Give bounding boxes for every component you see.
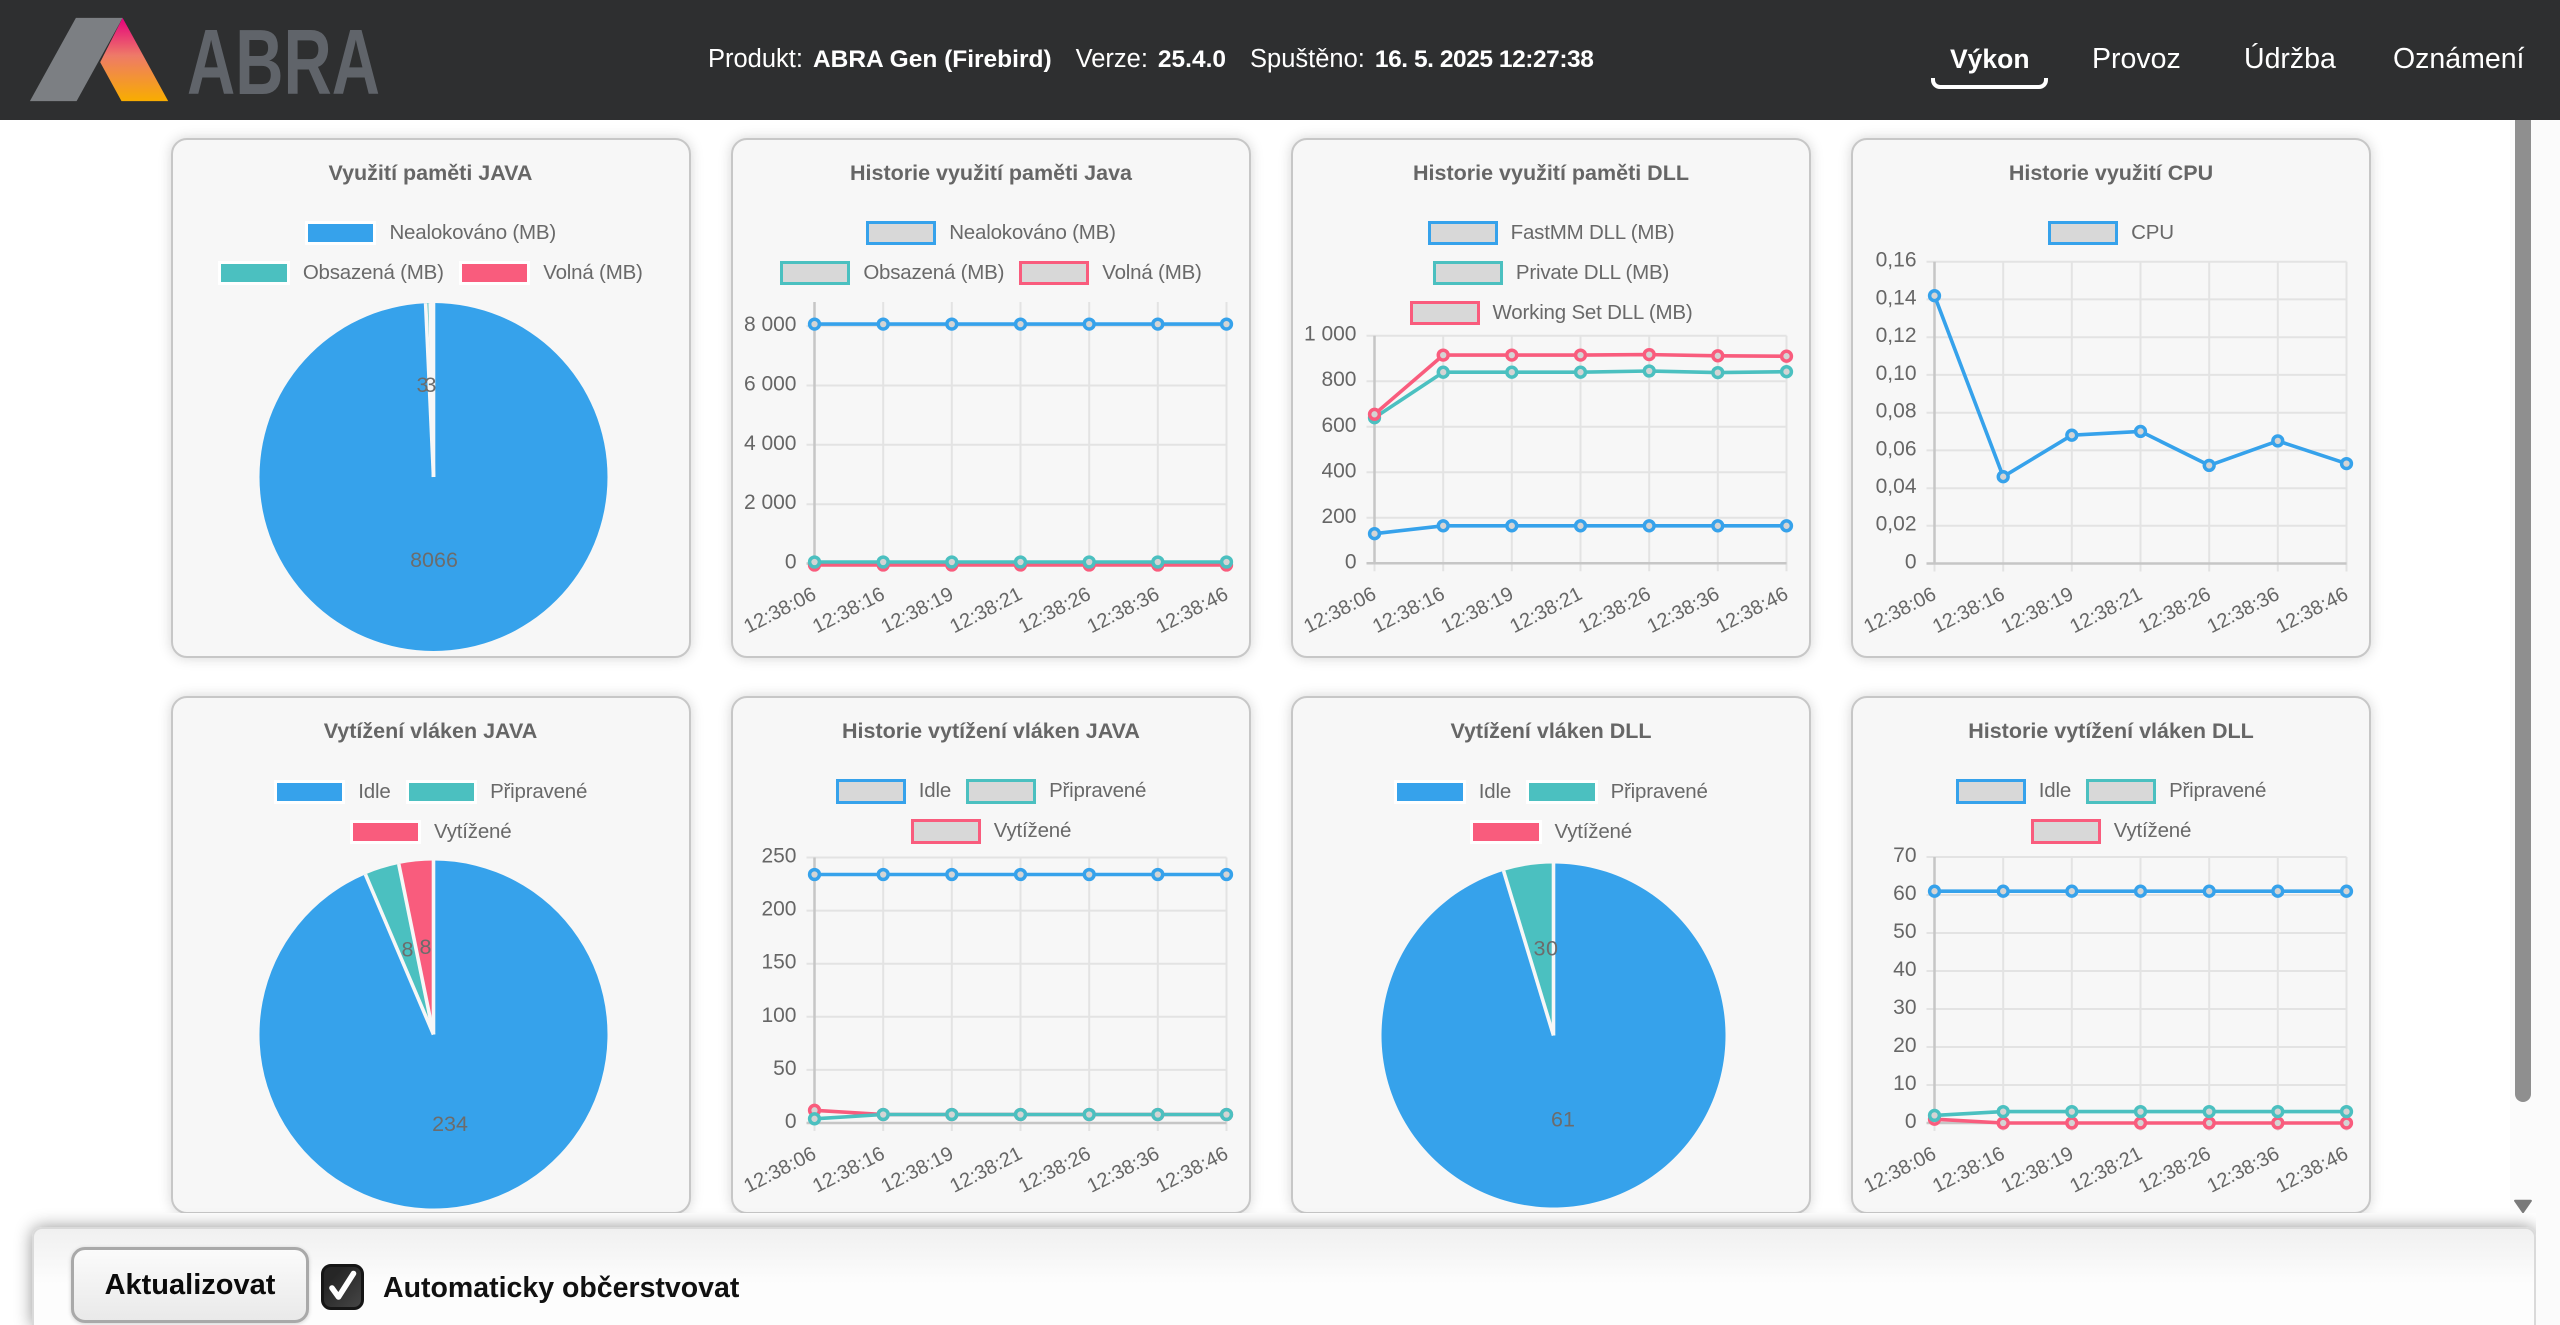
svg-text:0: 0 xyxy=(1905,550,1917,573)
svg-text:12:38:26: 12:38:26 xyxy=(1015,1143,1094,1198)
svg-text:12:38:21: 12:38:21 xyxy=(2066,1143,2145,1198)
svg-text:800: 800 xyxy=(1321,368,1356,391)
svg-text:8: 8 xyxy=(401,938,413,962)
svg-text:12:38:26: 12:38:26 xyxy=(1575,582,1654,637)
svg-text:12:38:16: 12:38:16 xyxy=(1929,583,2008,638)
svg-text:61: 61 xyxy=(1551,1108,1575,1132)
svg-text:12:38:06: 12:38:06 xyxy=(1860,1143,1939,1198)
svg-text:12:38:36: 12:38:36 xyxy=(1644,582,1723,637)
svg-text:12:38:19: 12:38:19 xyxy=(1998,583,2077,638)
svg-text:234: 234 xyxy=(432,1112,468,1136)
svg-text:12:38:21: 12:38:21 xyxy=(1506,582,1585,637)
svg-text:8066: 8066 xyxy=(410,548,458,572)
svg-text:12:38:06: 12:38:06 xyxy=(1860,583,1939,638)
svg-text:12:38:46: 12:38:46 xyxy=(2272,583,2351,638)
svg-text:12:38:06: 12:38:06 xyxy=(740,583,819,638)
svg-text:0: 0 xyxy=(1546,937,1558,961)
svg-text:3: 3 xyxy=(416,373,428,397)
svg-text:600: 600 xyxy=(1321,413,1356,436)
svg-text:12:38:06: 12:38:06 xyxy=(740,1143,819,1198)
svg-text:0,16: 0,16 xyxy=(1876,248,1917,271)
svg-text:12:38:36: 12:38:36 xyxy=(1084,1143,1163,1198)
svg-text:150: 150 xyxy=(761,951,796,974)
svg-text:12:38:19: 12:38:19 xyxy=(1998,1143,2077,1198)
svg-text:100: 100 xyxy=(761,1004,796,1027)
svg-text:8 000: 8 000 xyxy=(744,313,797,336)
svg-text:1 000: 1 000 xyxy=(1304,322,1357,345)
svg-text:2 000: 2 000 xyxy=(744,491,797,514)
svg-text:12:38:46: 12:38:46 xyxy=(2272,1143,2351,1198)
svg-text:50: 50 xyxy=(1893,920,1916,943)
svg-text:12:38:26: 12:38:26 xyxy=(2135,1143,2214,1198)
svg-text:12:38:46: 12:38:46 xyxy=(1152,583,1231,638)
svg-text:12:38:21: 12:38:21 xyxy=(2066,583,2145,638)
svg-text:70: 70 xyxy=(1893,844,1916,867)
svg-text:12:38:26: 12:38:26 xyxy=(2135,583,2214,638)
svg-text:4 000: 4 000 xyxy=(744,431,797,454)
svg-text:12:38:19: 12:38:19 xyxy=(878,1143,957,1198)
svg-text:0: 0 xyxy=(785,550,797,573)
svg-text:0: 0 xyxy=(1905,1110,1917,1133)
svg-text:12:38:06: 12:38:06 xyxy=(1300,582,1379,637)
svg-text:12:38:21: 12:38:21 xyxy=(946,583,1025,638)
svg-text:400: 400 xyxy=(1321,459,1356,482)
svg-text:0,04: 0,04 xyxy=(1876,475,1917,498)
svg-text:3: 3 xyxy=(1534,937,1546,961)
svg-text:12:38:21: 12:38:21 xyxy=(946,1143,1025,1198)
svg-text:0,14: 0,14 xyxy=(1876,286,1917,309)
svg-text:12:38:19: 12:38:19 xyxy=(1438,582,1517,637)
svg-text:12:38:19: 12:38:19 xyxy=(878,583,957,638)
svg-text:12:38:16: 12:38:16 xyxy=(809,583,888,638)
svg-text:0: 0 xyxy=(1345,550,1357,573)
svg-text:8: 8 xyxy=(419,935,431,959)
svg-text:12:38:36: 12:38:36 xyxy=(2204,1143,2283,1198)
svg-text:12:38:16: 12:38:16 xyxy=(1369,582,1448,637)
svg-text:250: 250 xyxy=(761,845,796,868)
svg-text:200: 200 xyxy=(1321,504,1356,527)
svg-text:200: 200 xyxy=(761,898,796,921)
svg-text:40: 40 xyxy=(1893,958,1916,981)
svg-text:12:38:36: 12:38:36 xyxy=(2204,583,2283,638)
svg-text:ABRA: ABRA xyxy=(187,10,380,114)
svg-text:12:38:16: 12:38:16 xyxy=(1929,1143,2008,1198)
svg-text:12:38:26: 12:38:26 xyxy=(1015,583,1094,638)
svg-text:12:38:46: 12:38:46 xyxy=(1152,1143,1231,1198)
svg-text:0,06: 0,06 xyxy=(1876,437,1917,460)
svg-text:10: 10 xyxy=(1893,1072,1916,1095)
svg-text:12:38:46: 12:38:46 xyxy=(1712,582,1791,637)
svg-text:0,10: 0,10 xyxy=(1876,361,1917,384)
svg-text:0,12: 0,12 xyxy=(1876,324,1917,347)
svg-text:3: 3 xyxy=(424,373,436,397)
svg-text:60: 60 xyxy=(1893,882,1916,905)
svg-text:30: 30 xyxy=(1893,996,1916,1019)
svg-text:12:38:16: 12:38:16 xyxy=(809,1143,888,1198)
svg-text:0,02: 0,02 xyxy=(1876,512,1917,535)
svg-text:6 000: 6 000 xyxy=(744,372,797,395)
svg-text:0: 0 xyxy=(785,1110,797,1133)
svg-text:20: 20 xyxy=(1893,1034,1916,1057)
svg-text:0,08: 0,08 xyxy=(1876,399,1917,422)
svg-text:50: 50 xyxy=(773,1057,796,1080)
svg-text:12:38:36: 12:38:36 xyxy=(1084,583,1163,638)
